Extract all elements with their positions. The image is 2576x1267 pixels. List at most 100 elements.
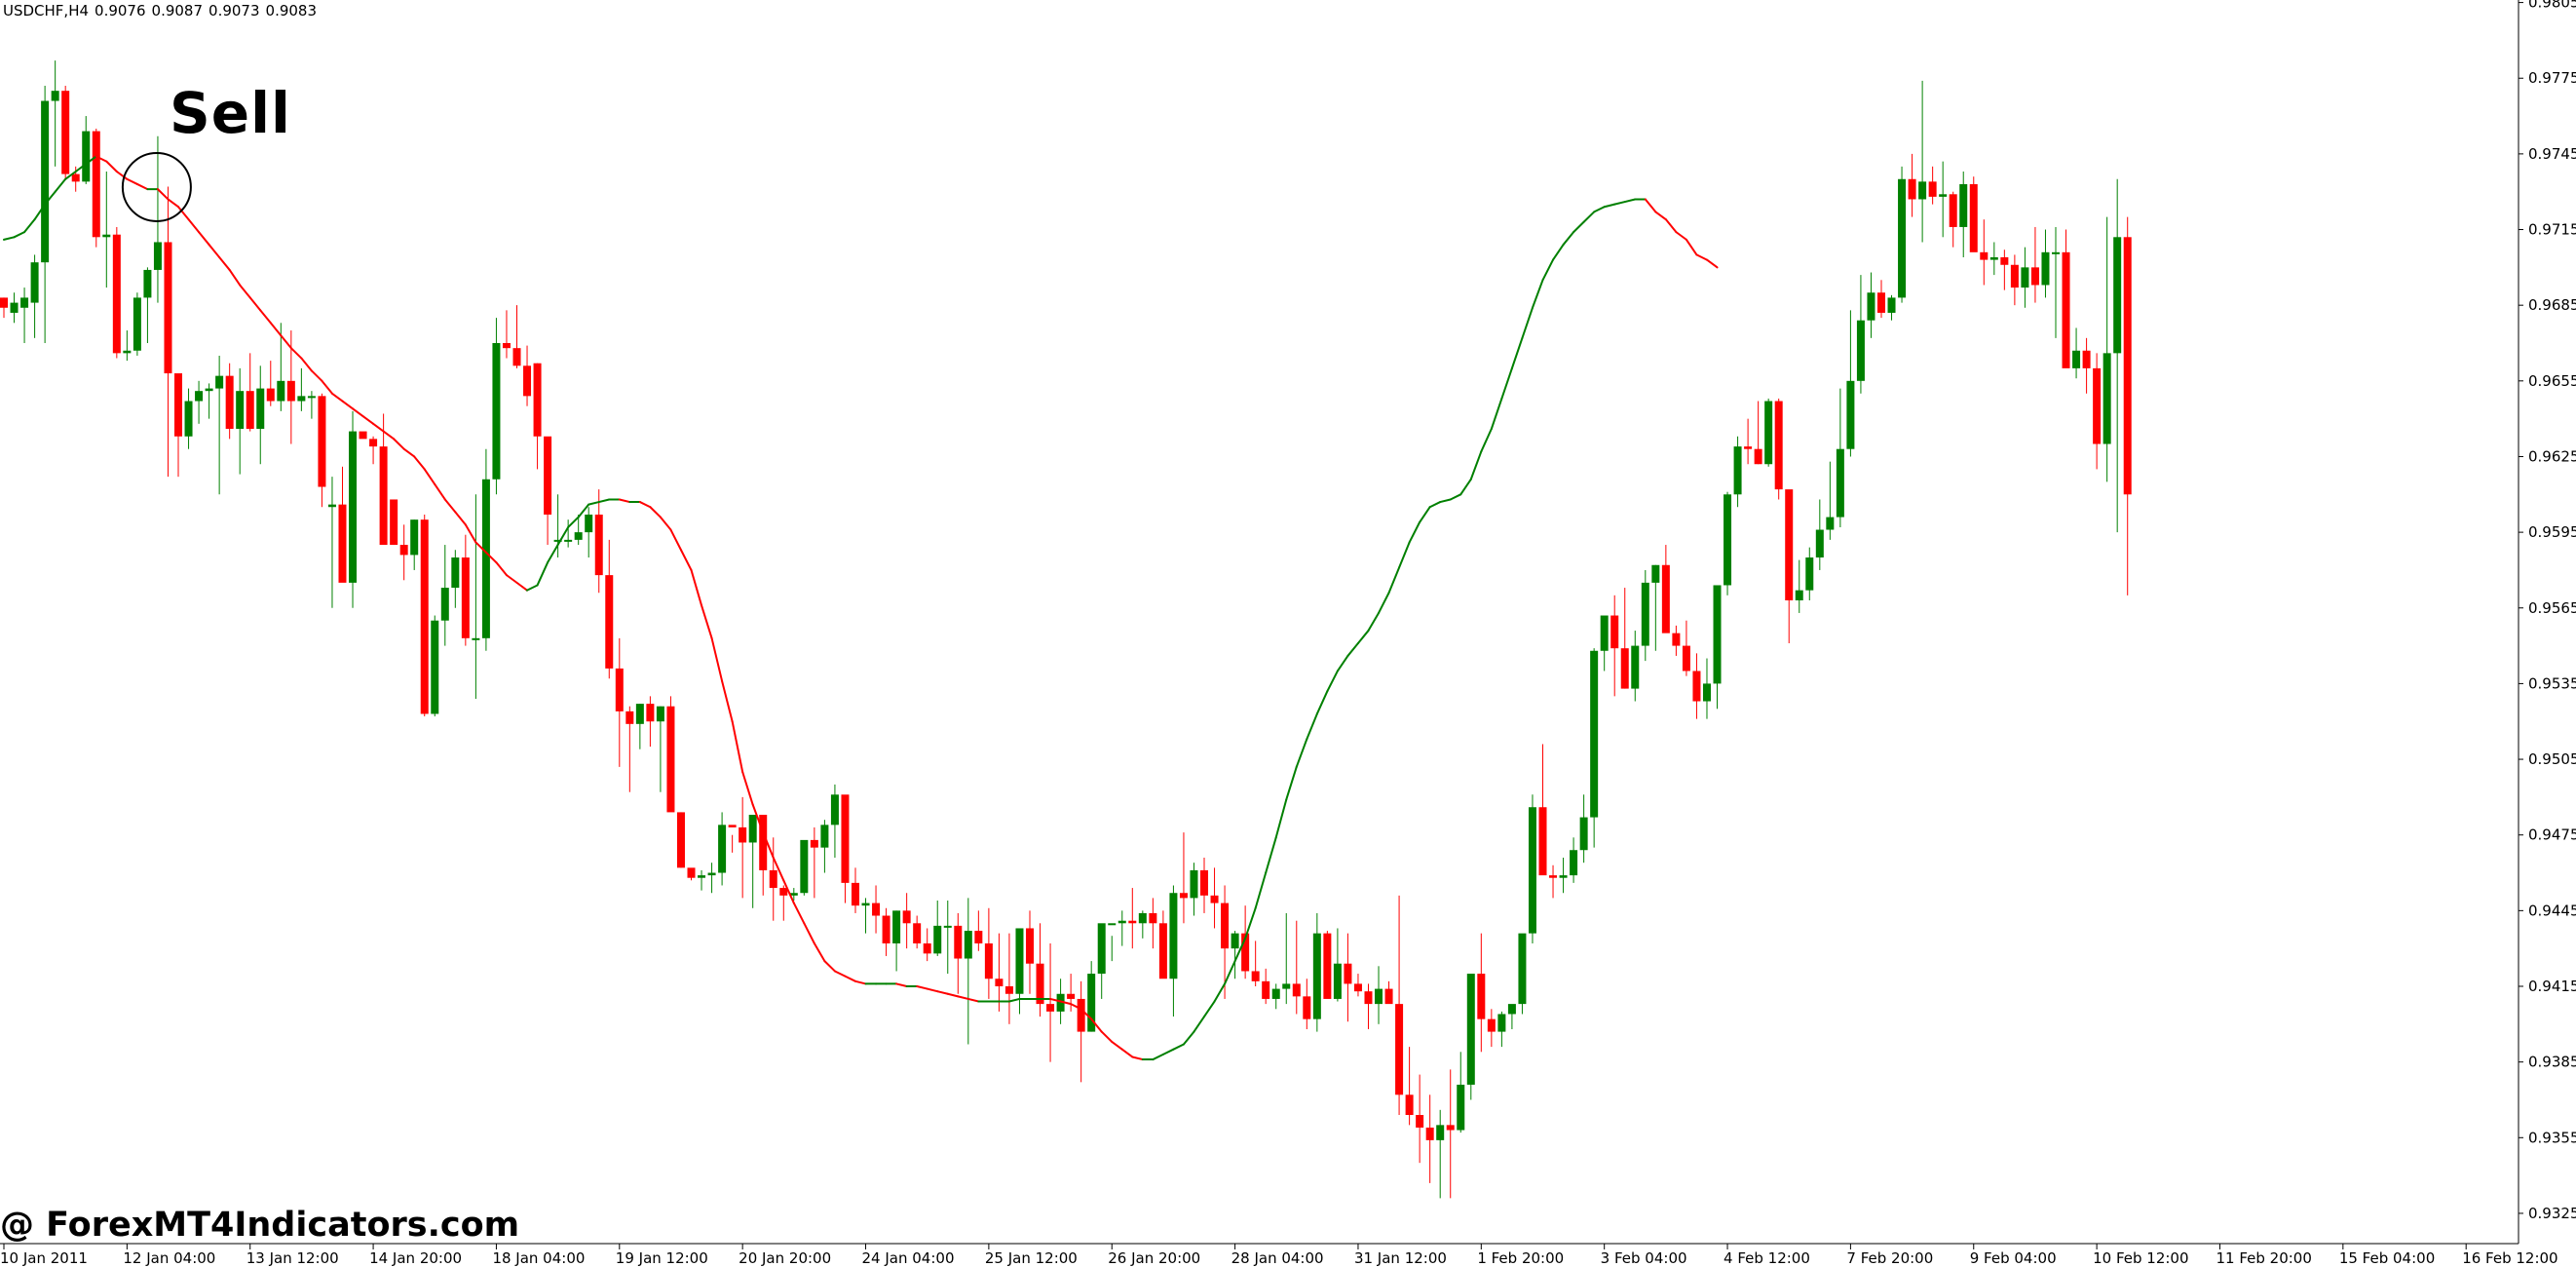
time-tick-label: 7 Feb 20:00: [1846, 1249, 1933, 1267]
candle-body: [635, 704, 644, 724]
candle-body: [1836, 448, 1844, 518]
moving-average-segment: [505, 574, 518, 584]
time-tick-label: 11 Feb 20:00: [2216, 1249, 2311, 1267]
candle-body: [1908, 178, 1916, 200]
candle-body: [810, 839, 818, 848]
moving-average-segment: [659, 516, 672, 531]
candle-body: [933, 925, 942, 954]
moving-average-segment: [280, 334, 292, 350]
moving-average-segment: [1203, 1000, 1216, 1018]
moving-average-segment: [1654, 211, 1667, 221]
moving-average-segment: [1080, 1008, 1093, 1020]
candle-body: [1846, 380, 1855, 449]
candle-body: [1867, 292, 1875, 321]
candle-body: [1375, 988, 1383, 1005]
time-tick-label: 26 Jan 20:00: [1108, 1249, 1200, 1267]
price-tick-label: 0.9805: [2528, 0, 2576, 12]
moving-average-segment: [1572, 220, 1585, 234]
moving-average-segment: [1326, 670, 1339, 693]
candle-body: [379, 446, 388, 546]
candle-body: [1118, 920, 1126, 924]
moving-average-segment: [74, 163, 88, 173]
candle-body: [1179, 893, 1188, 899]
candle-body: [1004, 986, 1013, 994]
candle-body: [1570, 850, 1578, 876]
moving-average-segment: [1070, 1003, 1082, 1011]
moving-average-segment: [772, 857, 785, 882]
candle-body: [861, 902, 870, 906]
candle-body: [0, 297, 8, 308]
candle-body: [1190, 869, 1198, 899]
candle-body: [390, 499, 398, 546]
candle-body: [492, 343, 501, 480]
candle-body: [615, 668, 624, 711]
time-tick-label: 9 Feb 04:00: [1970, 1249, 2057, 1267]
candle-body: [1518, 933, 1527, 1005]
moving-average-segment: [1552, 244, 1565, 261]
time-tick-label: 3 Feb 04:00: [1601, 1249, 1687, 1267]
moving-average-segment: [1562, 231, 1575, 247]
moving-average-segment: [13, 231, 26, 239]
candle-body: [687, 867, 696, 878]
candle-body: [666, 706, 675, 813]
moving-average-segment: [679, 549, 693, 571]
candle-body: [1744, 446, 1753, 449]
candle-body: [892, 910, 901, 943]
candle-body: [800, 839, 809, 894]
candle-body: [1271, 988, 1280, 999]
moving-average-segment: [341, 400, 355, 410]
moving-average-segment: [1541, 258, 1555, 282]
sell-signal-label: Sell: [170, 80, 291, 146]
moving-average-segment: [1705, 258, 1719, 269]
candle-body: [1436, 1125, 1445, 1140]
moving-average-segment: [1265, 836, 1277, 874]
candle-body: [1158, 923, 1167, 979]
candle-body: [359, 431, 367, 440]
candle-body: [512, 348, 521, 366]
moving-average-segment: [823, 960, 836, 973]
candle-body: [1600, 615, 1609, 651]
candle-body: [1097, 923, 1106, 975]
candle-body: [974, 931, 983, 943]
candle-body: [1200, 869, 1209, 896]
candle-body: [123, 350, 132, 354]
moving-average-segment: [1521, 306, 1534, 339]
candle-body: [327, 504, 336, 508]
moving-average-segment: [1623, 198, 1637, 204]
moving-average-segment: [916, 985, 928, 990]
watermark: @ ForexMT4Indicators.com: [0, 1206, 520, 1245]
moving-average-segment: [187, 218, 201, 234]
candle-body: [523, 365, 532, 397]
moving-average-segment: [946, 992, 960, 998]
moving-average-segment: [1603, 203, 1616, 209]
moving-average-segment: [741, 771, 754, 806]
candle-body: [1323, 933, 1332, 999]
time-tick-label: 4 Feb 12:00: [1724, 1249, 1810, 1267]
moving-average-segment: [218, 256, 231, 271]
time-tick-label: 16 Feb 12:00: [2462, 1249, 2557, 1267]
candle-body: [698, 875, 706, 878]
moving-average-segment: [751, 803, 765, 834]
candle-body: [1067, 993, 1076, 999]
moving-average-segment: [1387, 566, 1401, 595]
moving-average-segment: [269, 322, 283, 337]
price-tick-label: 0.9415: [2528, 978, 2576, 995]
moving-average-segment: [1510, 336, 1524, 369]
candle-body: [1169, 893, 1178, 979]
moving-average-segment: [1490, 397, 1503, 430]
time-tick-label: 25 Jan 12:00: [985, 1249, 1078, 1267]
time-tick-label: 28 Jan 04:00: [1231, 1249, 1324, 1267]
moving-average-segment: [1120, 1048, 1134, 1058]
candle-body: [1856, 320, 1865, 381]
moving-average-segment: [474, 541, 487, 554]
candle-body: [882, 915, 890, 943]
candle-body: [1980, 251, 1989, 260]
moving-average-segment: [1274, 798, 1288, 839]
candle-body: [399, 545, 408, 556]
candle-body: [1620, 648, 1629, 689]
candle-body: [594, 515, 603, 576]
moving-average-segment: [1367, 611, 1381, 633]
candle-body: [851, 882, 859, 906]
moving-average-segment: [515, 581, 529, 592]
moving-average-segment: [1182, 1030, 1195, 1046]
